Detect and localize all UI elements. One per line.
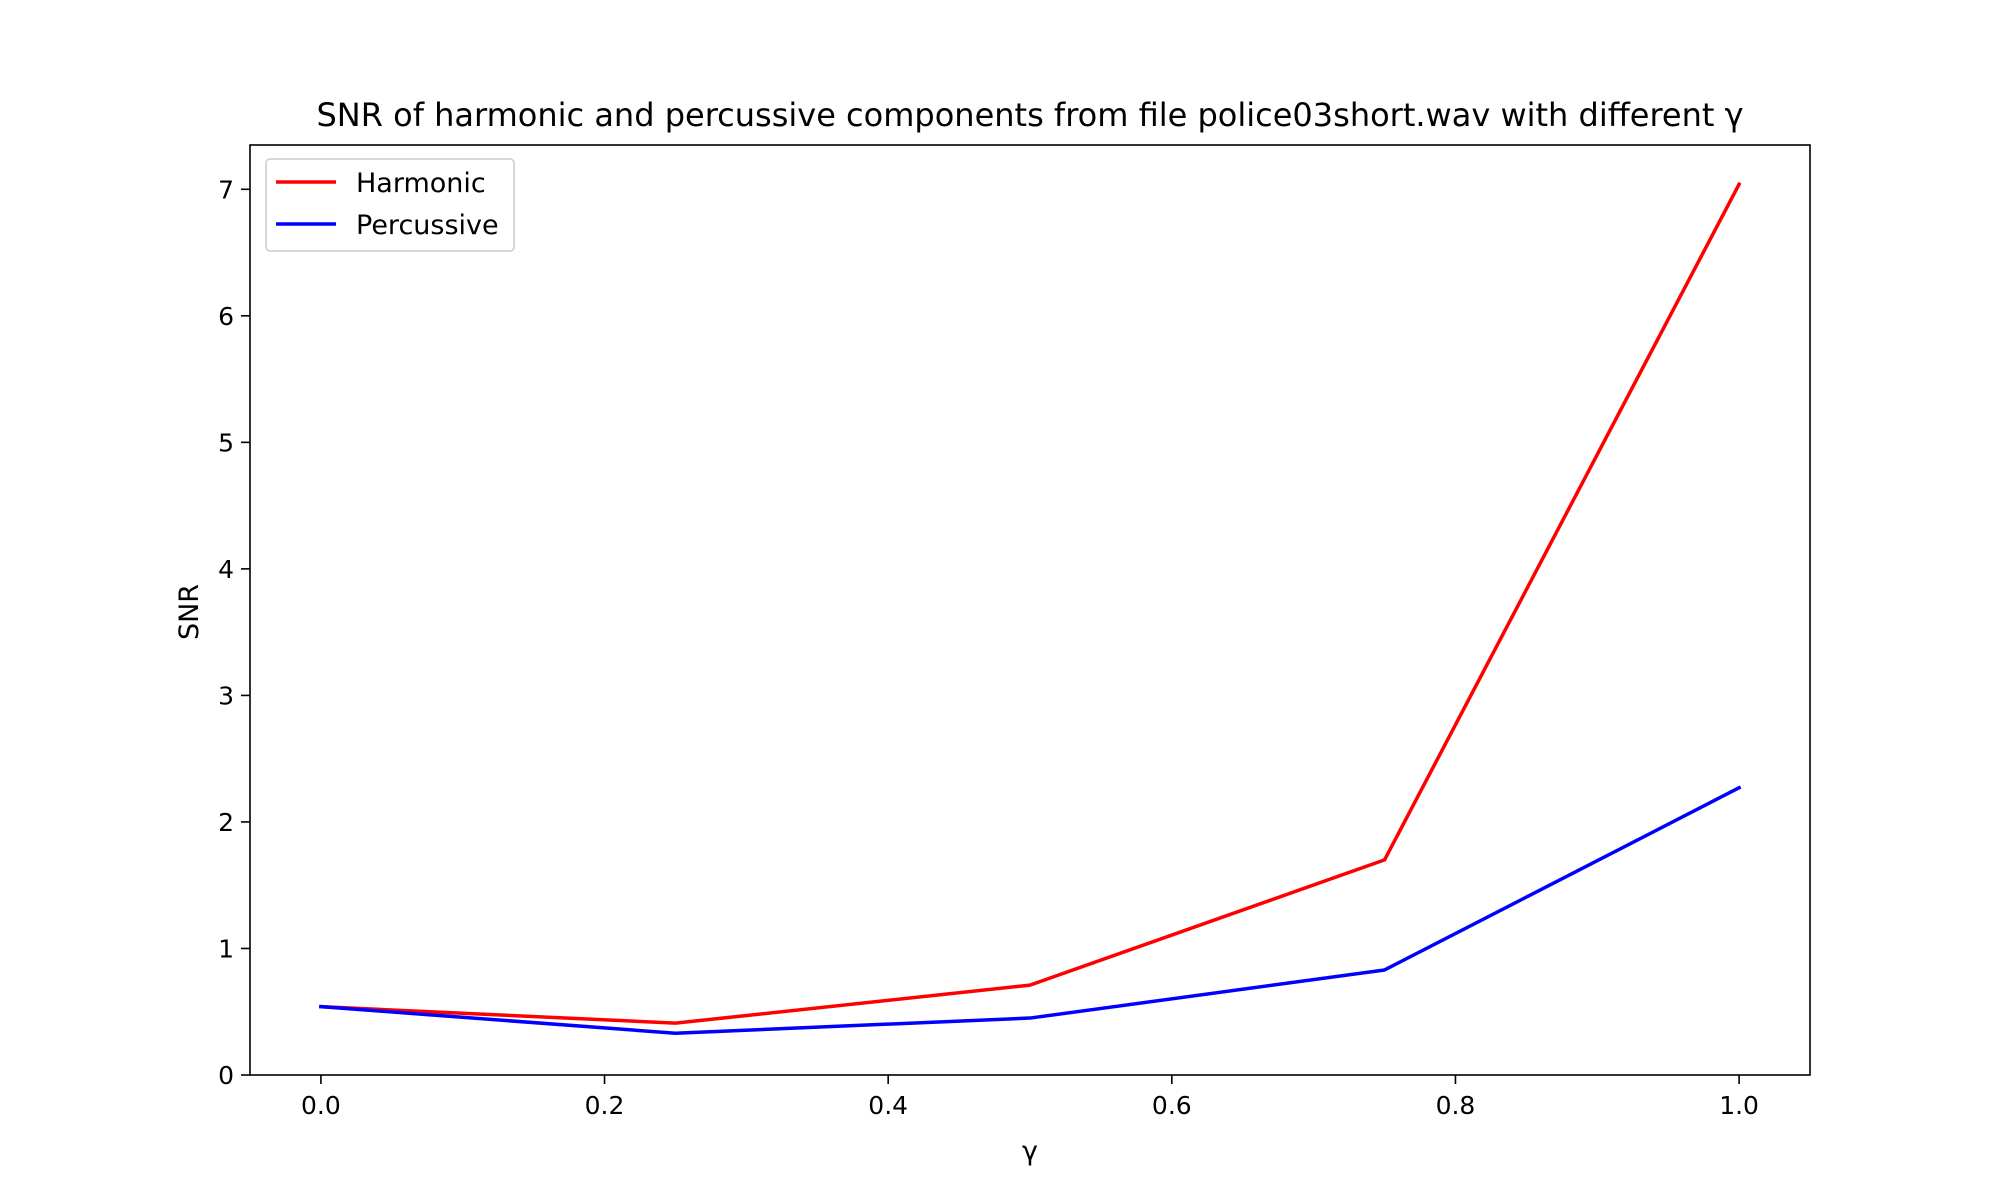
x-tick-label: 0.6: [1152, 1091, 1192, 1120]
chart-title: SNR of harmonic and percussive component…: [316, 96, 1743, 134]
x-tick-label: 1.0: [1719, 1091, 1759, 1120]
series-line-harmonic: [319, 181, 1742, 1025]
x-tick-label: 0.8: [1436, 1091, 1476, 1120]
plot-area-frame: [249, 144, 1811, 1076]
y-axis-ticks: 0 1 2 3 4 5 6 7: [218, 175, 250, 1090]
y-tick-label: 6: [218, 302, 234, 331]
x-tick-label: 0.4: [868, 1091, 908, 1120]
x-axis-label: γ: [1022, 1136, 1038, 1167]
y-tick-label: 7: [218, 175, 234, 204]
legend-label-harmonic: Harmonic: [356, 168, 486, 199]
y-tick-label: 3: [218, 681, 234, 710]
y-tick-label: 4: [218, 555, 234, 584]
x-tick-label: 0.0: [301, 1091, 341, 1120]
y-tick-label: 5: [218, 428, 234, 457]
legend: Harmonic Percussive: [265, 158, 515, 252]
series-line-percussive: [319, 785, 1742, 1035]
y-tick-label: 0: [218, 1061, 234, 1090]
y-tick-label: 1: [218, 934, 234, 963]
legend-label-percussive: Percussive: [356, 210, 499, 241]
y-axis-label: SNR: [174, 584, 205, 640]
x-tick-label: 0.2: [585, 1091, 625, 1120]
y-tick-label: 2: [218, 808, 234, 837]
series-layer: [319, 181, 1742, 1035]
x-axis-ticks: 0.0 0.2 0.4 0.6 0.8 1.0: [301, 1075, 1759, 1120]
